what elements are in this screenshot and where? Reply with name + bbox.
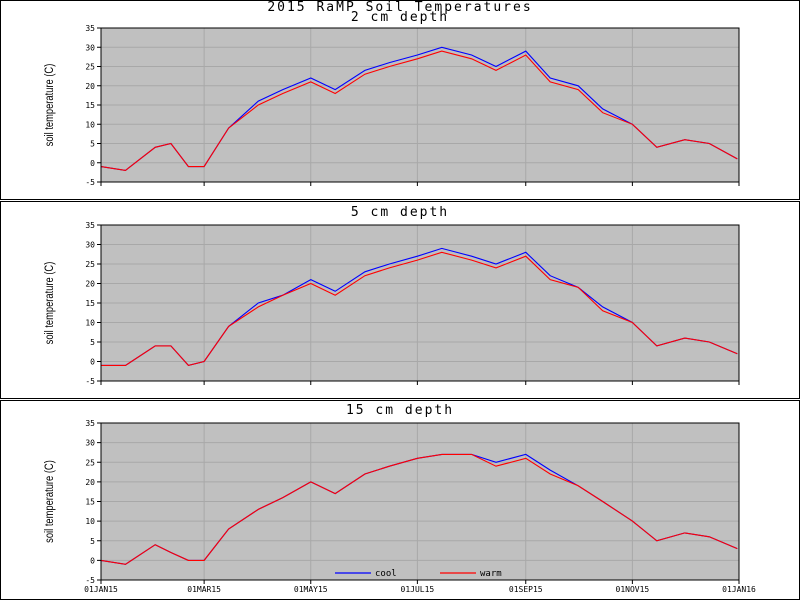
y-tick-label: 15 <box>85 498 95 507</box>
plot-frame <box>100 224 740 382</box>
y-tick-label: 5 <box>90 140 95 149</box>
y-tick-label: -5 <box>85 178 95 187</box>
panel-title: 15 cm depth <box>346 403 454 418</box>
y-tick-label: 30 <box>85 241 95 250</box>
panel-2: 5 cm depth -5 0 5 10 15 20 25 30 35 soil temperatu… <box>0 201 800 399</box>
y-tick-label: 15 <box>85 299 95 308</box>
grid-lines <box>101 28 739 182</box>
y-tick-label: 5 <box>90 338 95 347</box>
y-axis-label: soil temperature (C) <box>43 262 56 345</box>
y-tick-label: 35 <box>85 24 95 33</box>
series-line-warm <box>101 251 738 367</box>
x-tick-label: 01SEP15 <box>509 585 543 594</box>
y-tick-label: 20 <box>85 478 95 487</box>
y-axis-label: soil temperature (C) <box>43 460 56 543</box>
y-tick-label: 10 <box>85 517 95 526</box>
y-tick-label: 30 <box>85 43 95 52</box>
y-tick-label: -5 <box>85 576 95 585</box>
y-tick-label: 0 <box>90 159 95 168</box>
panel-title: 2 cm depth <box>351 10 449 25</box>
y-tick-label: -5 <box>85 377 95 386</box>
plot-frame <box>100 27 740 183</box>
plot-frame <box>100 422 740 581</box>
y-tick-label: 20 <box>85 82 95 91</box>
y-tick-label: 10 <box>85 319 95 328</box>
y-tick-label: 15 <box>85 101 95 110</box>
y-tick-label: 10 <box>85 120 95 129</box>
y-tick-label: 35 <box>85 221 95 230</box>
y-tick-label: 0 <box>90 358 95 367</box>
legend-label-warm: warm <box>480 569 502 579</box>
y-tick-label: 0 <box>90 556 95 565</box>
series-line-warm <box>100 453 738 565</box>
x-tick-label: 01JAN15 <box>84 585 118 594</box>
y-tick-label: 25 <box>85 458 95 467</box>
y-tick-label: 25 <box>85 63 95 72</box>
x-tick-label: 01MAY15 <box>294 585 328 594</box>
x-tick-label: 01JUL15 <box>401 585 435 594</box>
panel-1: 2 cm depth -5 0 5 10 15 20 25 30 35 soil temperatu… <box>0 0 800 200</box>
y-tick-label: 5 <box>90 537 95 546</box>
series-line-warm <box>100 50 738 171</box>
x-tick-label: 01NOV15 <box>616 585 650 594</box>
legend: cool warm <box>335 569 502 579</box>
panel-3: 15 cm depth -5 0 5 10 15 20 25 30 35 01JAN15 01MAR1… <box>0 400 800 600</box>
main-title: 2015 RaMP Soil Temperatures <box>267 0 532 15</box>
x-tick-label: 01MAR15 <box>187 585 221 594</box>
x-tick-label: 01JAN16 <box>722 585 756 594</box>
y-tick-label: 25 <box>85 260 95 269</box>
y-tick-label: 30 <box>85 439 95 448</box>
y-axis-label: soil temperature (C) <box>43 64 56 147</box>
legend-label-cool: cool <box>375 569 397 579</box>
y-tick-label: 20 <box>85 280 95 289</box>
y-tick-label: 35 <box>85 419 95 428</box>
panel-title: 5 cm depth <box>351 205 449 220</box>
